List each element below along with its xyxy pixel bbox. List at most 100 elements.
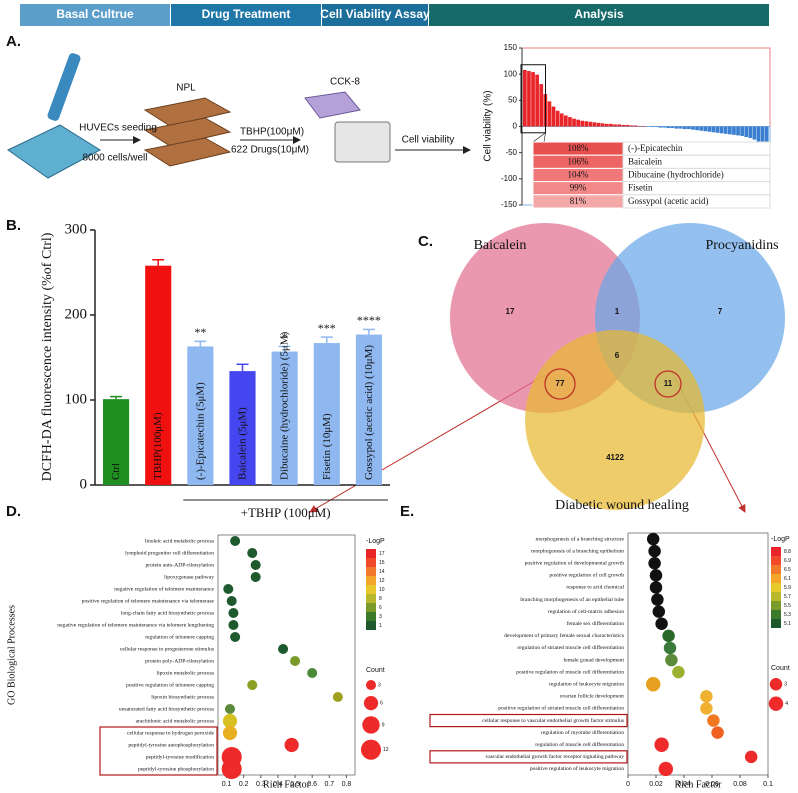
y-tick-label: branching morphogenesis of an epithelial…: [520, 596, 624, 603]
bar: [666, 126, 671, 129]
bubble: [707, 714, 720, 727]
y-tick-label: 200: [65, 306, 88, 322]
bar: [523, 69, 527, 127]
bar: [313, 343, 340, 485]
bar: [625, 124, 630, 127]
bar: [732, 126, 736, 135]
bar: [703, 126, 708, 132]
y-tick-label: positive regulation of developmental gro…: [525, 560, 625, 567]
y-tick-label: -150: [501, 200, 518, 209]
x-tick-label: Gossypol (acetic acid) (10μM): [363, 345, 375, 480]
y-tick-label: negative regulation of telomere maintena…: [57, 621, 214, 628]
y-tick-label: negative regulation of telomere maintena…: [114, 585, 214, 592]
bar: [658, 126, 662, 128]
bubble: [652, 605, 666, 618]
bubble: [646, 532, 660, 546]
y-tick-label: unsaturated fatty acid biosynthetic proc…: [119, 705, 214, 712]
workflow-text: TBHP(100μM): [240, 127, 304, 138]
size-key: [362, 716, 380, 734]
bubble: [230, 535, 241, 547]
bar: [580, 120, 585, 127]
bar: [568, 117, 572, 127]
region-count: 6: [615, 351, 620, 360]
region-count: 17: [506, 307, 515, 316]
x-tick-label: 0.04: [677, 781, 691, 788]
workflow-text: CCK-8: [330, 77, 360, 88]
bar: [764, 126, 769, 151]
colorbar-label: 5.9: [784, 585, 791, 591]
x-tick-label: 0.8: [342, 781, 352, 788]
bubble: [247, 679, 258, 691]
colorbar-label: 8.8: [784, 549, 791, 555]
table-value: 106%: [568, 156, 590, 166]
workflow-text: 622 Drugs(10μM): [231, 145, 309, 156]
y-tick-label: -50: [505, 148, 517, 157]
bar: [678, 126, 683, 129]
bubble: [250, 559, 261, 571]
bubble: [221, 758, 242, 780]
x-axis-title: Rich Factor: [675, 779, 723, 790]
bar: [670, 126, 675, 129]
bar: [691, 126, 695, 130]
x-tick-label: Fisetin (10μM): [321, 413, 333, 480]
bar: [748, 126, 753, 139]
workflow-text: HUVECs seeding: [79, 123, 157, 134]
colorbar-cell: [366, 585, 376, 594]
colorbar-label: 10: [379, 587, 385, 593]
size-key: [769, 678, 783, 691]
bubble: [665, 653, 678, 667]
region-count: 77: [556, 379, 565, 388]
step-label: Cell Viability Assay: [320, 7, 430, 21]
table-name: Fisetin: [628, 183, 653, 193]
step-label: Basal Cultrue: [56, 7, 134, 21]
table-cell: [622, 194, 771, 209]
region-count: 4122: [606, 453, 624, 462]
bar: [740, 126, 744, 136]
step-box: [322, 4, 428, 26]
bar: [682, 126, 687, 130]
y-tick-label: protein auto-ADP-ribosylation: [145, 562, 214, 568]
y-tick-label: cellular response to vascular endothelia…: [482, 717, 624, 724]
colorbar-label: 3: [379, 614, 382, 620]
set-name: Baicalein: [474, 238, 527, 253]
table-value: 81%: [570, 196, 587, 206]
size-title: Count: [366, 667, 385, 674]
bar: [527, 71, 531, 127]
y-tick-label: cellular response to progesterone stimul…: [120, 646, 214, 652]
x-axis-title: +TBHP (100μM): [241, 505, 331, 520]
bar: [547, 101, 552, 127]
bubble: [654, 737, 669, 752]
colorbar-cell: [366, 549, 376, 558]
bubble: [228, 619, 239, 631]
bubble: [290, 655, 301, 667]
x-tick-label: 0.1: [222, 781, 232, 788]
bar: [744, 126, 749, 137]
table-name: Gossypol (acetic acid): [628, 196, 708, 206]
bubble: [711, 726, 724, 739]
bar: [699, 126, 703, 131]
table-name: (-)-Epicatechin: [628, 143, 683, 153]
x-tick-label: Dibucaine (hydrochloride) (5μM): [279, 331, 291, 480]
bubble: [655, 617, 668, 630]
colorbar-label: 5.1: [784, 621, 791, 627]
bubble: [224, 703, 236, 715]
y-tick-label: positive regulation of telomere maintena…: [82, 597, 215, 604]
y-tick-label: positive regulation of striated muscle c…: [498, 705, 624, 712]
bar: [723, 126, 728, 134]
bubble: [648, 557, 661, 570]
x-tick-label: 0.7: [324, 781, 334, 788]
size-label: 3: [378, 682, 381, 688]
bubble: [222, 725, 238, 741]
bar: [609, 123, 613, 127]
y-tick-label: peptidyl-tyrosine autophosphorylation: [128, 742, 214, 748]
bubble: [332, 691, 343, 703]
y-tick-label: 50: [508, 95, 517, 104]
bar: [756, 126, 761, 143]
colorbar-label: 6.9: [784, 558, 791, 564]
bar: [596, 122, 601, 127]
bubble: [230, 631, 241, 643]
y-tick-label: female sex differentiation: [567, 620, 625, 627]
bar: [103, 399, 130, 485]
colorbar-label: 6.5: [784, 567, 791, 573]
size-key: [360, 739, 382, 760]
